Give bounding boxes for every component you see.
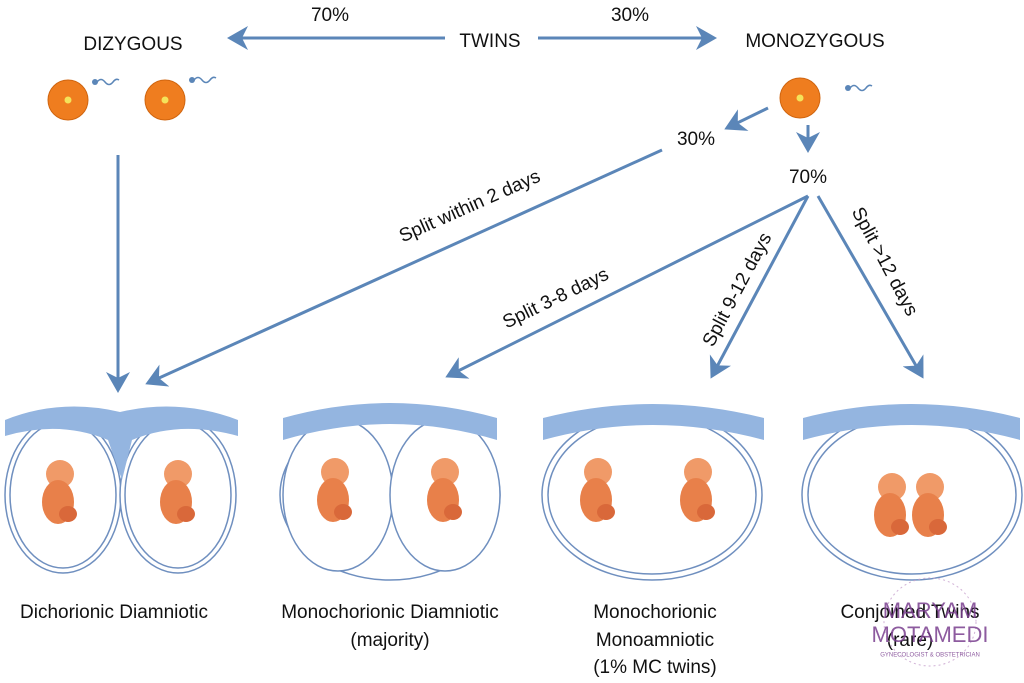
outcome-label: (1% MC twins) [593,657,717,678]
dizygous-label: DIZYGOUS [83,34,182,55]
outcome-label: Monochorionic Diamniotic [281,602,499,623]
outcome-label: Dichorionic Diamniotic [20,602,208,623]
outcome-label: Conjoined Twins [840,602,979,623]
percent-label: 30% [611,5,649,26]
egg [47,79,89,121]
root-label: TWINS [459,31,520,52]
arrow [709,195,810,379]
monozygous-label: MONOZYGOUS [745,31,884,52]
egg [779,77,821,119]
split-label: Split within 2 days [396,166,543,247]
percent-label: 30% [677,129,715,150]
arrow [445,194,809,379]
percent-label: 70% [789,167,827,188]
watermark-name: MOTAMEDI [872,622,989,647]
dichorionic-diamniotic [4,406,238,574]
outcome-label: Monochorionic [593,602,717,623]
watermark-subtitle: GYNECOLOGIST & OBSTETRICIAN [880,653,980,659]
monochorionic-diamniotic [279,403,501,581]
arrow [145,148,663,387]
watermark: MARYAM MOTAMEDI GYNECOLOGIST & OBSTETRIC… [872,577,989,667]
egg [144,79,186,121]
sperm [844,84,873,92]
sperm [91,78,120,86]
sperm [188,76,217,84]
split-label: Split 9-12 days [699,229,777,350]
outcome-label: Monoamniotic [596,630,714,651]
watermark-name: MARYAM [883,598,978,623]
conjoined-twins [801,404,1023,581]
arrow [816,195,924,379]
monochorionic-monoamniotic [541,404,764,581]
split-label: Split >12 days [847,204,922,320]
percent-label: 70% [311,5,349,26]
outcome-label: (majority) [350,630,429,651]
arrow [724,106,769,131]
outcome-label: (rare) [887,630,933,651]
